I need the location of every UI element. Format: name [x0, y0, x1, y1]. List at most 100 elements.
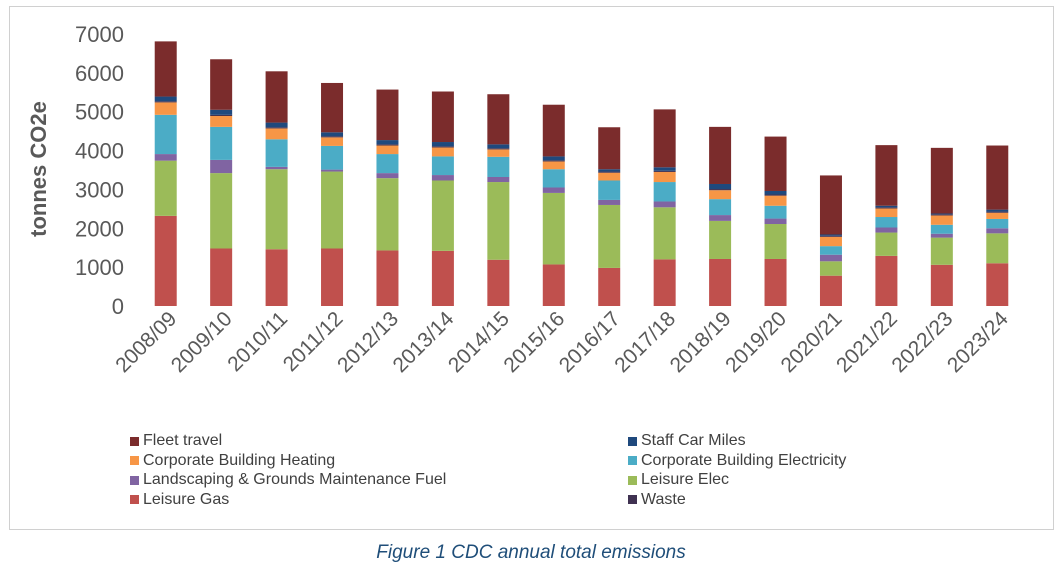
x-tick-label: 2016/17 [555, 307, 625, 377]
bar-segment [709, 183, 732, 190]
bar-segment [930, 264, 953, 306]
x-tick-label: 2020/21 [777, 307, 847, 377]
x-tick-label: 2018/19 [666, 307, 736, 377]
legend-label: Staff Car Miles [641, 432, 746, 449]
bar-segment [154, 41, 177, 97]
bar-segment [930, 147, 953, 214]
bar-segment [210, 248, 233, 306]
x-tick-label: 2023/24 [943, 307, 1013, 377]
legend-swatch [628, 475, 637, 485]
x-tick-label: 2009/10 [167, 307, 237, 377]
y-tick-label: 0 [112, 294, 124, 319]
bar-segment [542, 169, 565, 188]
bar-segment [653, 207, 676, 260]
bar-segment [653, 167, 676, 171]
bar-segment [487, 259, 510, 306]
bar-segment [376, 89, 399, 141]
bar-segment [376, 178, 399, 251]
bar-segment [265, 127, 288, 129]
bar-segment [709, 190, 732, 200]
bar-segment [875, 145, 898, 206]
bar-segment [321, 82, 344, 133]
legend-item: Staff Car Miles [628, 431, 746, 451]
bar-segment [764, 258, 787, 306]
bar-segment [321, 248, 344, 306]
legend-label: Landscaping & Grounds Maintenance Fuel [143, 471, 447, 488]
x-tick-label: 2012/13 [333, 307, 403, 377]
legend-swatch [130, 456, 139, 465]
bar-segment [154, 102, 177, 115]
bar-segment [819, 246, 842, 255]
bar-segment [598, 199, 621, 205]
y-tick-label: 5000 [75, 100, 124, 125]
legend-swatch [130, 436, 139, 446]
legend-swatch [628, 456, 637, 465]
bar-segment [265, 128, 288, 140]
bar-segment [819, 275, 842, 306]
bar-segment [431, 142, 454, 147]
bar-segment [321, 145, 344, 170]
bar-segment [431, 175, 454, 181]
bar-segment [431, 180, 454, 251]
bar-segment [930, 214, 953, 216]
bar-segment [265, 169, 288, 250]
bar-segment [764, 190, 787, 195]
bar-segment [875, 217, 898, 228]
bar-segment [210, 173, 233, 249]
bar-segment [154, 96, 177, 102]
bar-segment [431, 91, 454, 143]
legend-item: Landscaping & Grounds Maintenance Fuel [130, 470, 446, 490]
bar-segment [598, 204, 621, 268]
legend-item: Leisure Elec [628, 470, 729, 490]
bar-segment [376, 173, 399, 179]
bar-segment [542, 187, 565, 193]
bar-segment [321, 132, 344, 137]
bar-segment [210, 159, 233, 174]
y-tick-label: 7000 [75, 22, 124, 47]
bar-segment [986, 218, 1009, 229]
bar-segment [986, 263, 1009, 306]
bar-segment [154, 101, 177, 103]
bar-segment [930, 224, 953, 234]
bar-segment [930, 215, 953, 225]
y-tick-label: 1000 [75, 255, 124, 280]
bar-segment [598, 169, 621, 172]
y-axis-title-group: tonnes CO2e [26, 101, 51, 237]
bar-segment [376, 145, 399, 155]
bar-segment [598, 171, 621, 173]
bar-segment [265, 122, 288, 128]
stacked-bar-chart: tonnes CO2e 0 1000 2000 3000 4000 5000 6000 700… [26, 22, 1013, 377]
bar-segment [210, 115, 233, 127]
legend-item: Leisure Gas [130, 490, 229, 510]
bar-segment [598, 127, 621, 170]
bar-segment [265, 71, 288, 123]
bar-segment [875, 205, 898, 208]
bar-segment [376, 154, 399, 174]
bar-segment [709, 220, 732, 259]
chart-frame: tonnes CO2e 0 1000 2000 3000 4000 5000 6000 700… [9, 6, 1054, 530]
bar-segment [986, 212, 1009, 219]
bar-segment [653, 170, 676, 172]
bar-segment [542, 156, 565, 161]
bar-segment [598, 180, 621, 200]
x-tick-label: 2010/11 [223, 307, 292, 376]
bar-segment [487, 182, 510, 260]
bar-segment [487, 176, 510, 183]
x-tick-label: 2022/23 [887, 307, 957, 377]
legend-swatch [130, 475, 139, 485]
bar-segment [321, 171, 344, 249]
x-tick-label: 2021/22 [832, 307, 902, 377]
legend-label: Fleet travel [143, 432, 223, 449]
legend-swatch [130, 495, 139, 504]
x-tick-label: 2014/15 [444, 307, 514, 377]
bar-segment [875, 232, 898, 256]
bar-segment [986, 228, 1009, 234]
x-tick-label: 2019/20 [721, 307, 791, 377]
bar-segment [930, 213, 953, 215]
legend-label: Leisure Elec [641, 471, 730, 488]
y-tick-label: 4000 [75, 139, 124, 164]
bar-segment [764, 224, 787, 259]
bar-segment [764, 195, 787, 206]
bar-segment [487, 94, 510, 145]
legend-label: Corporate Building Heating [143, 451, 336, 469]
